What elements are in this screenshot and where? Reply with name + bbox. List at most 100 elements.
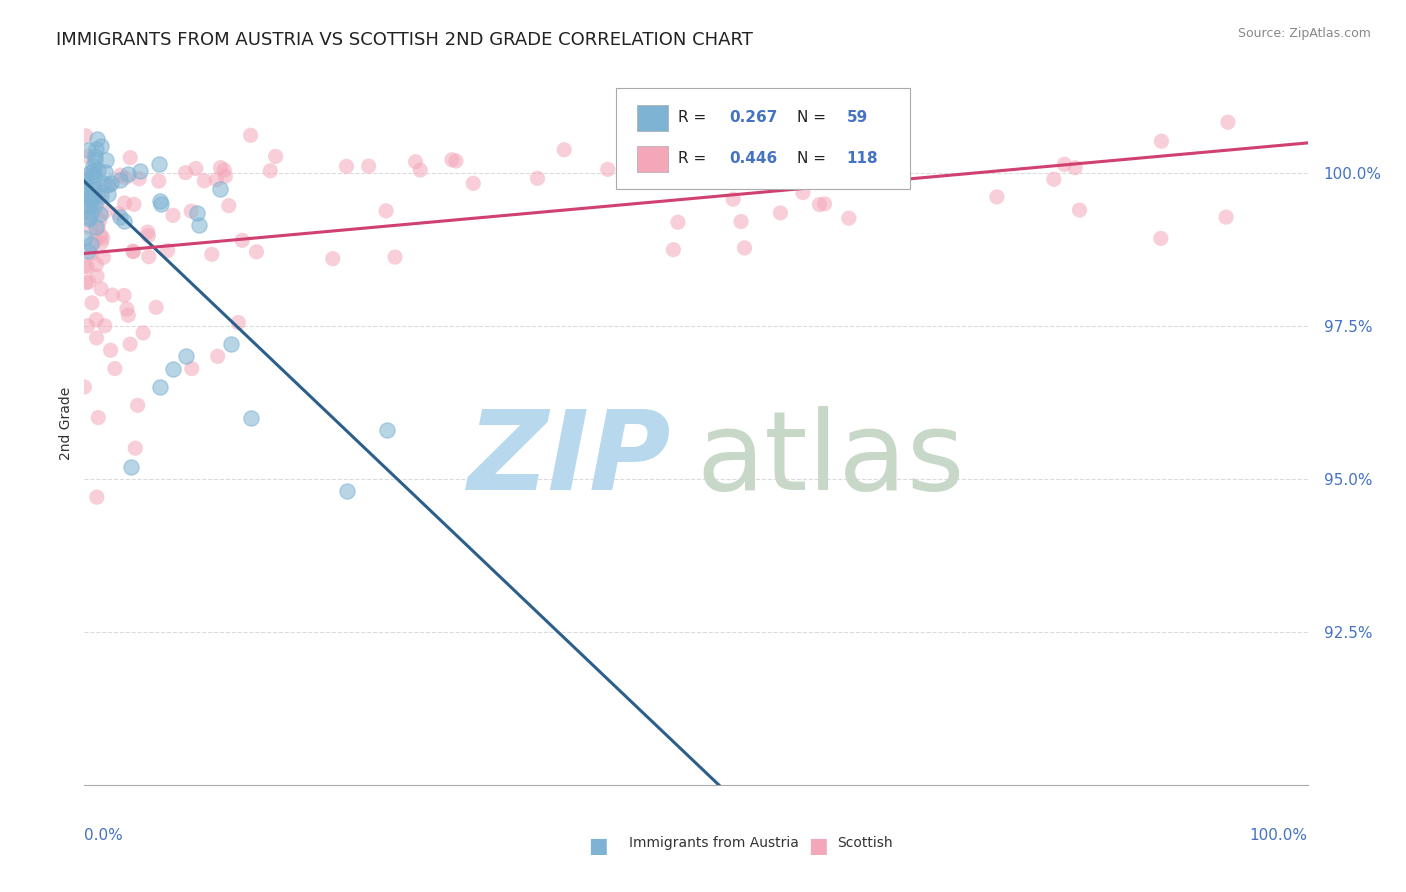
Point (73, 260, 96, 274)
Point (832, 142, 855, 156)
Point (1053, 157, 1076, 171)
Point (89, 189, 111, 203)
Point (136, 228, 159, 243)
Point (201, 247, 224, 261)
Point (184, 161, 207, 176)
Point (666, 215, 689, 229)
Point (75, 172, 97, 186)
Point (124, 441, 146, 455)
Point (375, 203, 398, 218)
Point (80, 296, 103, 310)
Point (986, 190, 1008, 204)
Y-axis label: 2nd Grade: 2nd Grade (59, 387, 73, 460)
Point (79, 191, 101, 205)
Point (180, 204, 202, 219)
Point (93, 204, 115, 219)
Point (91, 231, 114, 245)
Point (792, 186, 814, 200)
Point (129, 163, 152, 178)
Point (84, 153, 107, 168)
Point (162, 208, 184, 222)
Text: Immigrants from Austria: Immigrants from Austria (628, 836, 799, 849)
Point (176, 349, 198, 363)
Text: 59: 59 (846, 110, 868, 125)
Text: 0.267: 0.267 (728, 110, 778, 125)
Point (193, 174, 215, 188)
Point (98, 178, 121, 193)
Point (797, 162, 820, 177)
Text: 100.0%: 100.0% (1250, 829, 1308, 843)
Text: ■: ■ (808, 836, 828, 855)
Point (83, 168, 105, 182)
Point (745, 130, 768, 145)
Point (73, 231, 96, 245)
Point (90, 188, 112, 202)
Text: ■: ■ (588, 836, 607, 855)
Point (97, 186, 120, 201)
Point (115, 301, 138, 316)
Point (80, 164, 103, 178)
Point (82, 187, 104, 202)
Point (86, 490, 108, 504)
Text: IMMIGRANTS FROM AUSTRIA VS SCOTTISH 2ND GRADE CORRELATION CHART: IMMIGRANTS FROM AUSTRIA VS SCOTTISH 2ND … (56, 31, 754, 49)
Point (80, 206, 103, 220)
Point (76, 260, 98, 275)
Point (112, 214, 135, 228)
Point (108, 210, 131, 224)
Point (148, 157, 170, 171)
Point (120, 337, 142, 351)
Point (112, 288, 135, 302)
Point (79, 210, 101, 224)
Point (76, 149, 98, 163)
Point (616, 158, 638, 172)
Point (76, 199, 98, 213)
Point (214, 169, 236, 184)
Point (104, 361, 127, 376)
Point (207, 349, 229, 363)
Point (73, 380, 96, 394)
Point (76, 143, 98, 157)
Point (357, 159, 380, 173)
Point (218, 199, 240, 213)
Point (1216, 115, 1239, 129)
Point (721, 192, 744, 206)
Point (205, 172, 228, 186)
Text: atlas: atlas (696, 407, 965, 513)
Point (444, 153, 467, 168)
Point (83, 197, 105, 211)
Point (813, 197, 835, 211)
Point (87, 162, 110, 177)
Point (75, 180, 97, 194)
Point (90, 138, 112, 153)
Point (84, 178, 107, 193)
Point (120, 459, 142, 474)
Point (322, 252, 344, 266)
Point (120, 151, 142, 165)
Point (100, 343, 122, 358)
Point (730, 214, 752, 228)
Point (122, 244, 145, 259)
FancyBboxPatch shape (637, 104, 668, 130)
Point (83, 163, 105, 178)
Point (174, 166, 197, 180)
Point (75, 276, 97, 290)
Point (239, 128, 262, 143)
Point (83, 149, 105, 163)
Point (808, 197, 831, 211)
Text: Source: ZipAtlas.com: Source: ZipAtlas.com (1237, 27, 1371, 40)
Point (186, 205, 208, 219)
Point (375, 423, 398, 437)
Point (73, 211, 96, 225)
Point (637, 175, 659, 189)
Point (614, 156, 637, 170)
Point (90, 282, 112, 296)
Point (83, 182, 105, 196)
Point (91, 177, 114, 191)
Point (1069, 203, 1091, 218)
Point (122, 244, 145, 259)
Point (75, 128, 97, 143)
Point (122, 197, 145, 211)
Point (240, 410, 263, 425)
Point (86, 331, 108, 345)
Point (148, 174, 170, 188)
